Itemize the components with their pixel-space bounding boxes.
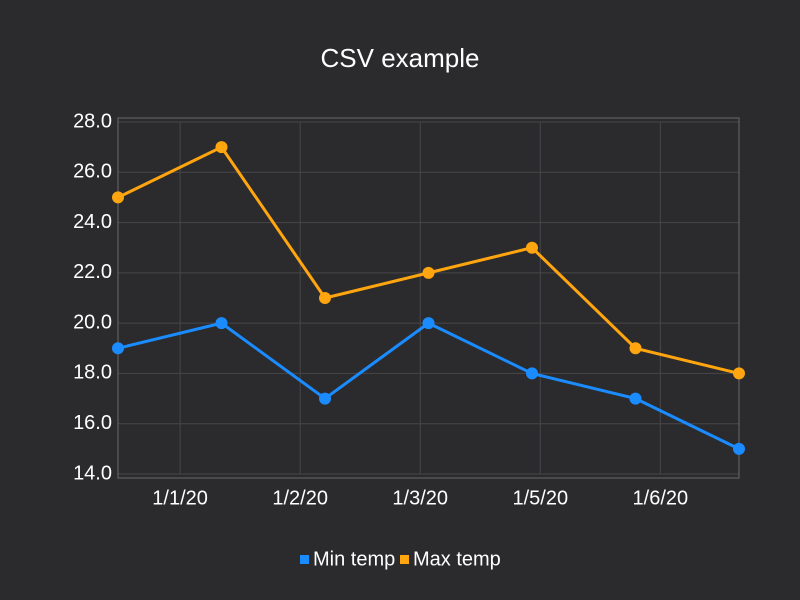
data-point xyxy=(422,266,435,279)
y-tick-label: 16.0 xyxy=(73,412,112,434)
data-point xyxy=(112,342,124,355)
data-point xyxy=(526,241,538,254)
data-point xyxy=(629,392,642,405)
data-point xyxy=(733,367,745,380)
data-point xyxy=(319,392,331,405)
data-point xyxy=(215,141,228,154)
data-point xyxy=(319,292,331,304)
x-tick-label: 1/2/20 xyxy=(272,487,328,509)
data-point xyxy=(526,367,538,380)
legend-label: Min temp xyxy=(313,548,395,570)
legend-swatch xyxy=(400,555,409,564)
data-point xyxy=(215,317,228,330)
x-tick-label: 1/6/20 xyxy=(633,487,689,509)
data-point xyxy=(422,317,435,330)
y-tick-label: 20.0 xyxy=(73,311,112,333)
legend-swatch xyxy=(300,555,309,564)
y-tick-label: 14.0 xyxy=(73,462,112,484)
y-tick-label: 24.0 xyxy=(73,211,112,233)
y-tick-label: 26.0 xyxy=(73,161,112,183)
data-point xyxy=(112,191,124,204)
x-tick-label: 1/1/20 xyxy=(152,487,208,509)
data-point xyxy=(733,442,745,455)
y-tick-label: 18.0 xyxy=(73,362,112,384)
legend-label: Max temp xyxy=(413,548,501,570)
plot-border xyxy=(117,117,740,479)
data-point xyxy=(629,342,642,355)
x-tick-label: 1/3/20 xyxy=(392,487,448,509)
y-tick-label: 28.0 xyxy=(73,110,112,132)
chart-title: CSV example xyxy=(321,43,480,73)
x-tick-label: 1/5/20 xyxy=(512,487,568,509)
y-tick-label: 22.0 xyxy=(73,261,112,283)
